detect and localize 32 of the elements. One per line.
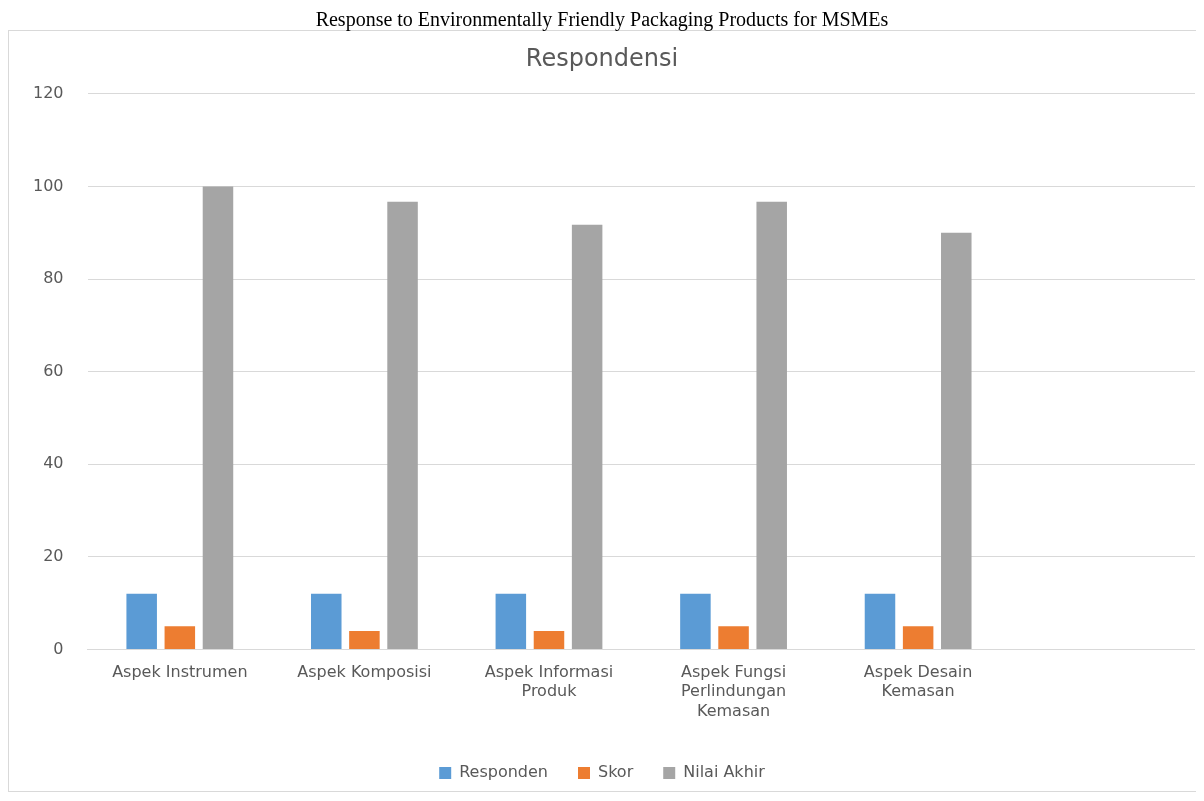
y-tick-label: 20 [43,545,64,565]
y-tick-label: 40 [43,453,64,473]
bar [164,626,196,649]
x-tick-label: Aspek Desain Kemasan [863,662,973,701]
y-tick-label: 100 [32,175,64,195]
bar [756,201,787,649]
bar [533,630,565,649]
legend-label: Responden [459,762,549,782]
chart-title: Response to Environmentally Friendly Packaging Products for MSMEs [314,8,890,30]
bar [349,630,380,649]
bar [126,593,157,649]
bar [941,232,972,649]
bar [902,626,934,649]
bar [202,186,234,649]
y-tick-label: 120 [32,82,64,102]
bar [311,593,342,649]
y-tick-label: 0 [53,638,64,658]
bar [387,201,418,649]
x-tick-label: Aspek Informasi Produk [484,662,614,701]
x-tick-label: Aspek Fungsi Perlindungan Kemasan [680,662,787,720]
bar [495,593,527,649]
bar [718,626,749,649]
y-tick-label: 80 [43,268,64,288]
legend-label: Skor [598,762,634,782]
bar [680,593,711,649]
legend-label: Nilai Akhir [683,762,766,782]
bar [571,224,603,649]
x-tick-label: Aspek Instrumen [112,662,248,682]
bar [864,593,896,649]
chart-subtitle: Respondensi [525,43,679,72]
y-tick-label: 60 [43,360,64,380]
x-tick-label: Aspek Komposisi [297,662,432,682]
